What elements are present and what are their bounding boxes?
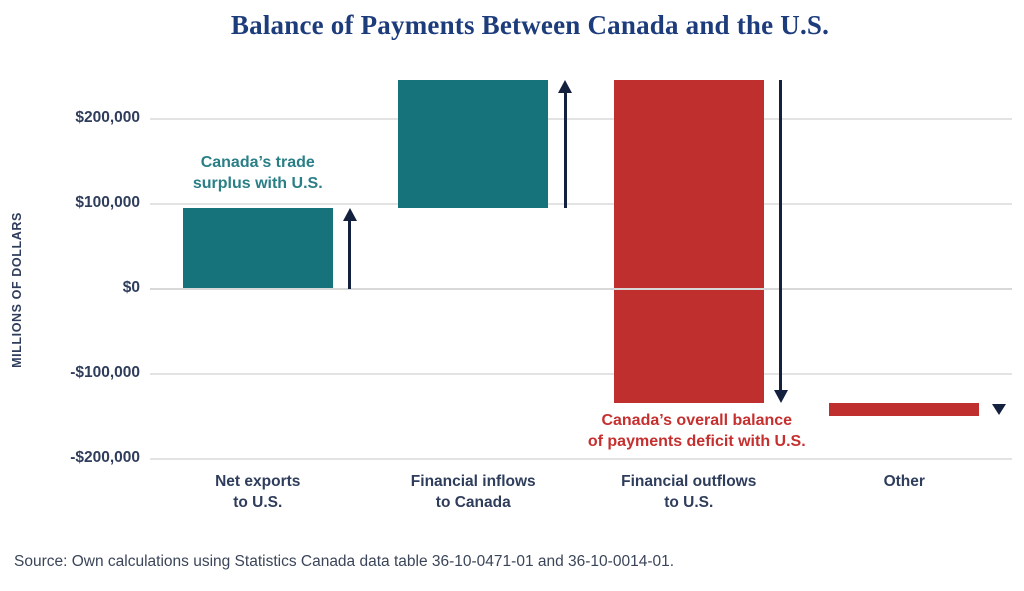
- bar-other: [829, 403, 980, 417]
- annotation-deficit-note: Canada’s overall balance of payments defi…: [547, 410, 847, 452]
- x-axis-label-other: Other: [797, 471, 1013, 492]
- annotation-trade-surplus-note: Canada’s trade surplus with U.S.: [108, 152, 408, 194]
- annotation-line: of payments deficit with U.S.: [587, 433, 806, 451]
- x-axis-label-line: Net exports: [215, 473, 301, 490]
- arrow-shaft: [348, 217, 352, 289]
- arrow-head: [342, 207, 357, 221]
- x-axis-label-line: Financial inflows: [410, 473, 536, 490]
- x-axis-label-line: to U.S.: [233, 494, 283, 511]
- up-arrow: [342, 207, 357, 289]
- up-arrow: [558, 80, 573, 208]
- source-note: Source: Own calculations using Statistic…: [14, 553, 675, 570]
- x-axis-label-financial-inflows: Financial inflows to Canada: [366, 471, 582, 513]
- chart-title: Balance of Payments Between Canada and t…: [230, 10, 830, 40]
- gridline: [150, 202, 1012, 205]
- arrow-head: [773, 390, 788, 404]
- bar-net-exports: [182, 207, 333, 289]
- x-axis-label-line: to Canada: [435, 494, 511, 511]
- arrow-shaft: [779, 80, 783, 394]
- bar-financial-inflows: [398, 80, 549, 208]
- x-axis-label-line: to U.S.: [664, 494, 714, 511]
- x-axis-label-financial-outflows: Financial outflows to U.S.: [581, 471, 797, 513]
- y-tick-label: -$200,000: [70, 448, 140, 466]
- arrow-head: [558, 80, 573, 94]
- small-down-arrow: [992, 403, 1007, 415]
- zero-gridline: [150, 287, 1012, 290]
- annotation-line: surplus with U.S.: [192, 174, 323, 192]
- annotation-line: Canada’s overall balance: [601, 412, 793, 430]
- x-axis-label-line: Financial outflows: [621, 473, 757, 490]
- y-tick-label: $200,000: [75, 108, 140, 126]
- y-tick-label: $100,000: [75, 193, 140, 211]
- y-tick-label: $0: [122, 278, 140, 296]
- y-tick-label: -$100,000: [70, 363, 140, 381]
- gridline: [150, 372, 1012, 375]
- annotation-line: Canada’s trade: [200, 153, 315, 171]
- arrow-shaft: [563, 90, 567, 208]
- down-arrow: [773, 80, 788, 404]
- bar-financial-outflows: [613, 80, 764, 404]
- gridline: [150, 117, 1012, 120]
- x-axis-label-line: Other: [883, 473, 925, 490]
- x-axis-label-net-exports: Net exports to U.S.: [150, 471, 366, 513]
- gridline: [150, 457, 1012, 460]
- y-axis-label: MILLIONS OF DOLLARS: [10, 212, 24, 368]
